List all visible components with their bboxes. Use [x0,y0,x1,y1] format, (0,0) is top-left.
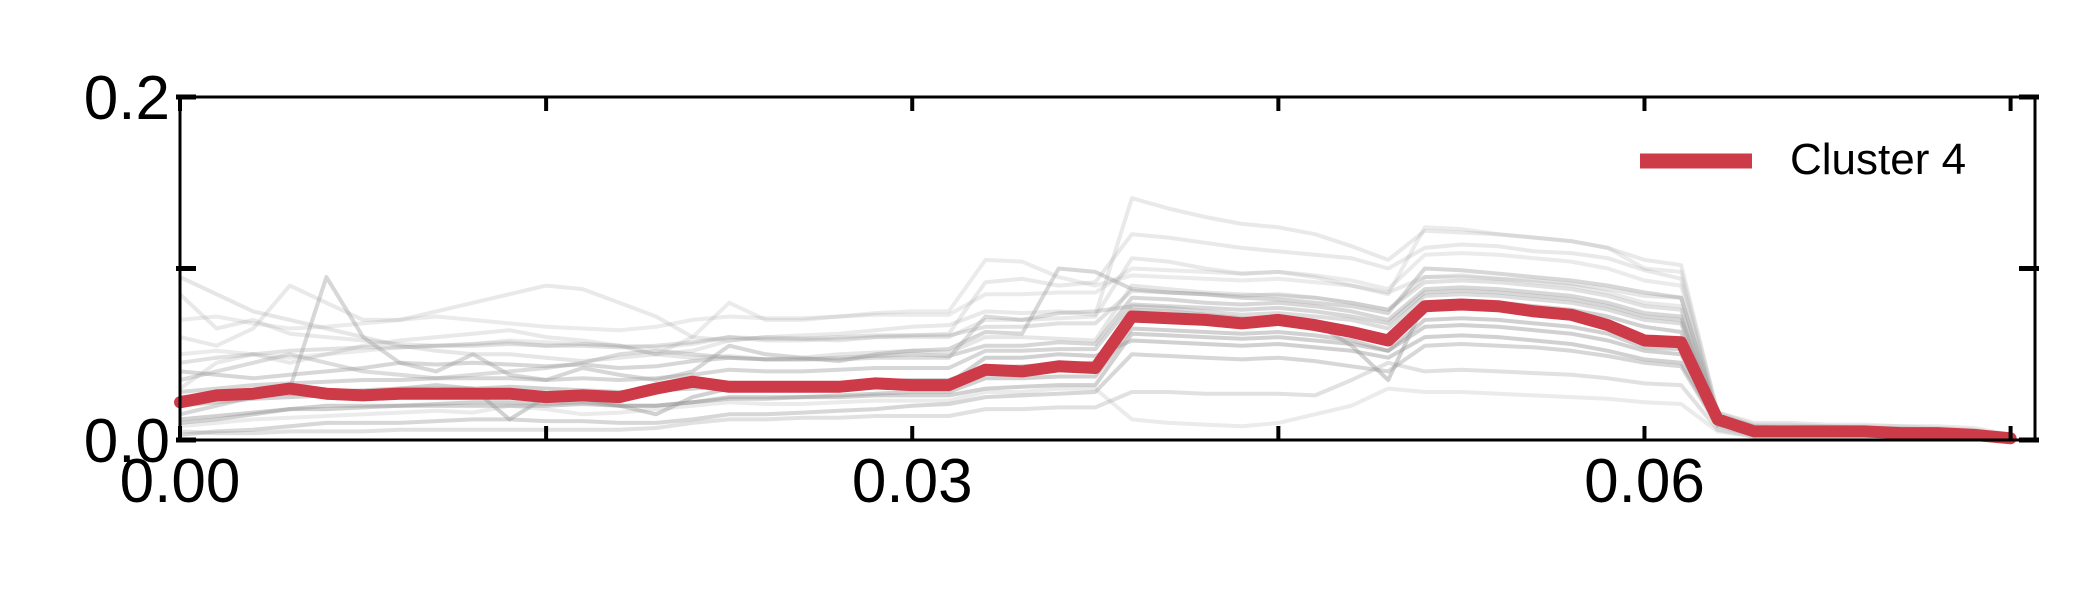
background-series-line [179,386,2011,441]
background-series-line [178,232,2011,439]
background-series-line [179,360,2011,441]
legend-label: Cluster 4 [1790,135,1966,184]
background-series-line [179,251,2011,439]
series-layer [174,196,2017,445]
background-series-line [179,266,2011,439]
y-tick-label: 0.2 [84,64,170,133]
x-tick-label: 0.03 [852,447,973,516]
legend: Cluster 4 [1640,135,1966,184]
background-series-line [179,225,2011,439]
x-tick-label: 0.06 [1584,447,1705,516]
background-series-line [179,273,2011,439]
x-tick-label: 0.00 [120,447,241,516]
cluster-series-line [174,298,2017,445]
y-tick-label: 0.0 [84,407,170,476]
background-series-line [179,196,2011,437]
axes-layer: 0.00 0.03 0.06 0.0 0.2 [84,64,2039,516]
